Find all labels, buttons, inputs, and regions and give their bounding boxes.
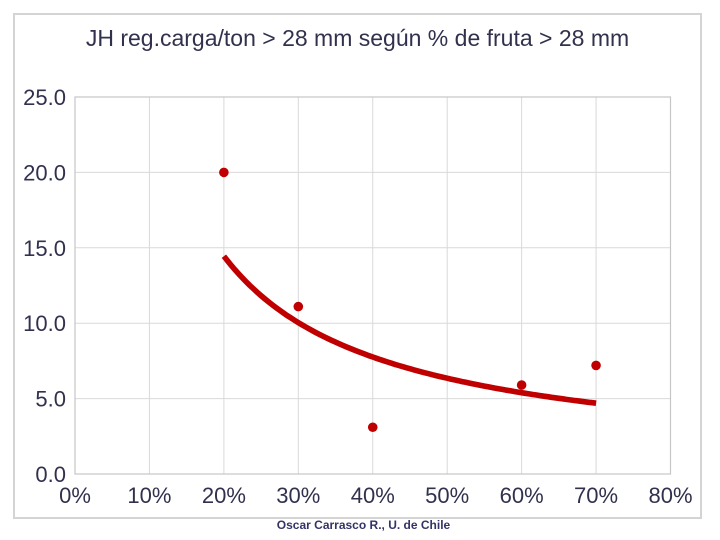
x-tick-label: 40%	[351, 483, 395, 508]
data-point	[219, 167, 229, 178]
x-tick-label: 20%	[202, 483, 246, 508]
y-tick-label: 5.0	[35, 387, 66, 412]
footer-credit: Oscar Carrasco R., U. de Chile	[276, 518, 451, 532]
plot-border	[74, 96, 672, 475]
data-point	[293, 301, 304, 312]
x-tick-label: 80%	[648, 483, 692, 508]
y-tick-label: 25.0	[23, 85, 66, 110]
x-tick-label: 10%	[127, 483, 171, 508]
y-tick-label: 15.0	[23, 236, 66, 261]
y-tick-label: 10.0	[23, 311, 66, 336]
data-point	[367, 422, 378, 433]
data-point	[516, 380, 527, 390]
trendline-curve	[221, 254, 597, 406]
x-tick-label: 60%	[500, 483, 544, 508]
x-tick-label: 70%	[574, 483, 618, 508]
x-tick-label: 50%	[425, 483, 469, 508]
chart-title: JH reg.carga/ton > 28 mm según % de frut…	[85, 25, 630, 51]
x-tick-label: 0%	[59, 483, 91, 508]
y-tick-label: 20.0	[23, 160, 66, 185]
y-tick-label: 0.0	[35, 462, 66, 487]
data-point	[591, 360, 601, 371]
x-tick-label: 30%	[276, 483, 320, 508]
